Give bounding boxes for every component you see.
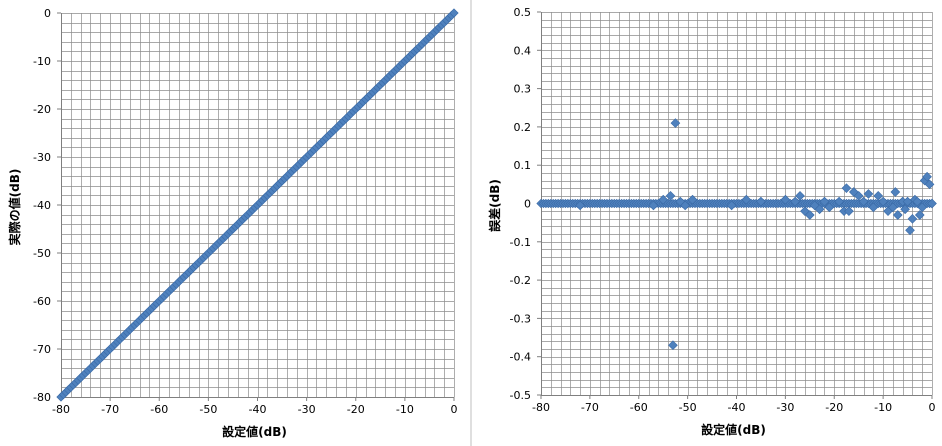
data-point [892, 210, 903, 220]
data-point [905, 225, 915, 236]
x-tick-label: -70 [101, 403, 119, 416]
x-tick-label: -40 [728, 401, 746, 414]
data-point [907, 213, 918, 224]
data-point [670, 118, 681, 128]
data-point [648, 200, 659, 211]
data-point [665, 191, 676, 201]
y-tick-label: -60 [33, 295, 51, 308]
y-tick-label: -50 [33, 247, 51, 260]
data-point [814, 204, 825, 215]
data-series [536, 118, 937, 351]
data-point [900, 204, 910, 215]
data-point [868, 202, 879, 213]
data-point [809, 200, 820, 211]
data-point [449, 8, 459, 18]
y-tick-label: -10 [33, 55, 51, 68]
data-point [902, 196, 913, 207]
y-tick-label: 0 [524, 198, 531, 211]
y-tick-label: -0.5 [510, 389, 531, 402]
x-tick-label: -20 [825, 401, 843, 414]
data-point [912, 196, 923, 207]
y-tick-label: 0.1 [514, 159, 532, 172]
y-tick-label: -0.4 [510, 351, 531, 364]
x-tick-label: -10 [874, 401, 892, 414]
data-point [841, 183, 852, 194]
y-axis-title: 誤差(dB) [487, 179, 502, 232]
y-tick-label: -40 [33, 199, 51, 212]
y-tick-label: -20 [33, 103, 51, 116]
x-axis-title: 設定値(dB) [222, 424, 287, 439]
data-point [795, 191, 805, 201]
data-point [853, 191, 864, 201]
data-point [726, 200, 737, 211]
data-point [834, 196, 844, 207]
x-tick-label: -30 [298, 403, 316, 416]
x-tick-label: -70 [581, 401, 599, 414]
x-tick-label: -80 [52, 403, 70, 416]
y-tick-label: 0.5 [514, 6, 532, 19]
x-tick-label: -80 [532, 401, 550, 414]
data-point [819, 196, 830, 207]
y-tick-label: -80 [33, 391, 51, 404]
data-point [680, 200, 691, 211]
data-point [790, 196, 800, 207]
chart-left-actual-vs-set: -80 -70 -60 -50 -40 -30 -20 -10 0 0 -10 -20 -30 -40 -5… [7, 7, 459, 439]
grid [61, 13, 455, 398]
data-point [804, 210, 815, 220]
data-point [756, 196, 766, 207]
data-point [844, 206, 854, 216]
data-point [917, 202, 928, 213]
x-tick-label: 0 [929, 401, 936, 414]
x-tick-label: -60 [630, 401, 648, 414]
y-tick-label: -0.3 [510, 312, 531, 325]
y-axis-title: 実際の値(dB) [7, 169, 22, 246]
data-point [658, 194, 669, 205]
y-tick-label: -70 [33, 343, 51, 356]
data-point [863, 189, 874, 199]
data-point [922, 171, 932, 182]
data-point [924, 179, 935, 190]
y-tick-label: -0.1 [510, 236, 531, 249]
chart-right-error: -80 -70 -60 -50 -40 -30 -20 -10 0 0.5 0.4 0.3 0.2 0.1… [487, 6, 937, 437]
data-series [56, 8, 459, 402]
data-point [675, 196, 686, 207]
x-tick-label: -50 [679, 401, 697, 414]
data-point [878, 196, 888, 207]
data-point [888, 202, 898, 213]
data-point [741, 194, 752, 205]
x-tick-label: 0 [451, 403, 458, 416]
data-point [858, 196, 869, 207]
x-tick-label: -20 [347, 403, 365, 416]
data-point [890, 187, 901, 197]
x-tick-label: -60 [150, 403, 168, 416]
y-tick-label: 0.3 [514, 83, 532, 96]
data-point [914, 210, 925, 220]
data-point [848, 187, 859, 197]
x-tick-label: -50 [199, 403, 217, 416]
data-point [780, 194, 791, 205]
data-point [668, 340, 678, 351]
data-point [687, 194, 698, 205]
x-tick-label: -40 [249, 403, 267, 416]
x-tick-label: -30 [776, 401, 794, 414]
y-tick-label: 0.2 [514, 121, 532, 134]
y-tick-label: -30 [33, 151, 51, 164]
data-point [824, 202, 835, 213]
data-point [575, 200, 585, 211]
y-tick-label: -0.2 [510, 274, 531, 287]
x-axis-title: 設定値(dB) [701, 422, 766, 437]
x-tick-label: -10 [396, 403, 414, 416]
y-tick-label: 0 [44, 7, 51, 20]
y-tick-label: 0.4 [514, 44, 532, 57]
data-point [873, 191, 884, 201]
data-point [927, 198, 937, 209]
